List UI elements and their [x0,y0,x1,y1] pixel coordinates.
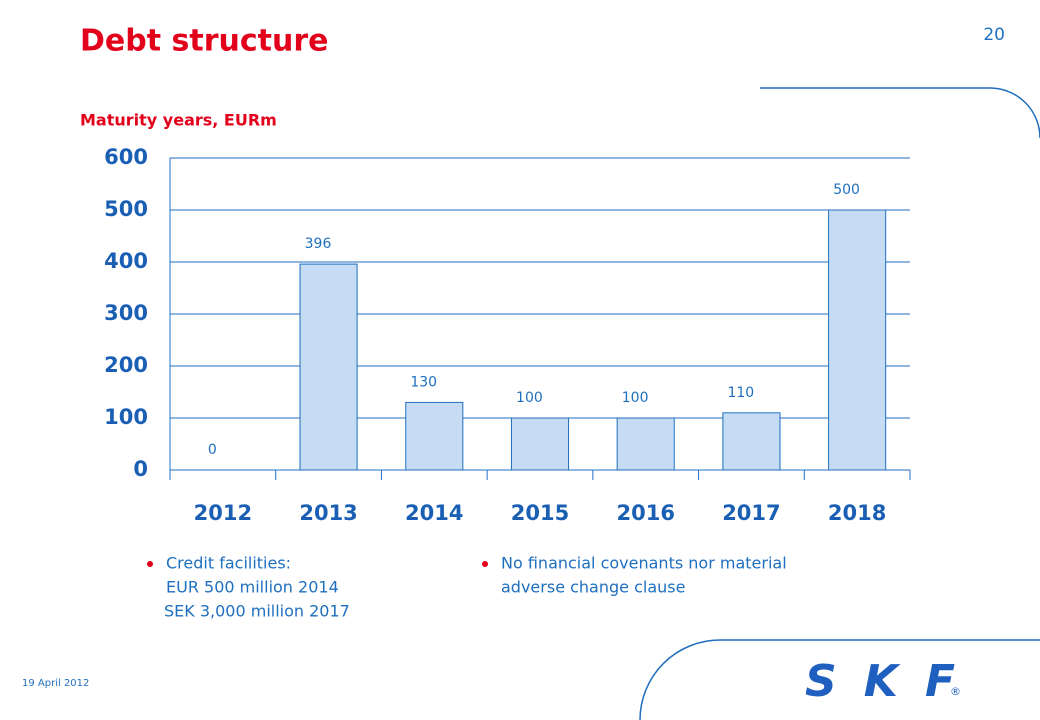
value-label: 100 [516,390,543,406]
bullet-text: SEK 3,000 million 2017 [164,602,350,621]
bullet-dot [147,561,153,567]
value-label: 100 [622,390,649,406]
decor-arc [760,87,1040,139]
value-label: 396 [305,236,332,252]
decor-arc [639,639,1040,720]
y-tick-label: 200 [104,353,148,377]
x-tick-label: 2016 [616,501,674,525]
x-tick-label: 2017 [722,501,780,525]
bullet-text: No financial covenants nor material [501,554,787,573]
page-number: 20 [983,25,1005,45]
x-tick-label: 2014 [405,501,463,525]
value-label: 110 [727,385,754,401]
bullet-text: EUR 500 million 2014 [166,578,339,597]
value-label: 500 [833,182,860,198]
y-tick-label: 100 [104,405,148,429]
date: 19 April 2012 [22,678,89,689]
y-tick-label: 300 [104,301,148,325]
slide-title: Debt structure [80,24,328,59]
logo-mark: ® [950,685,961,698]
bar [828,209,887,471]
x-tick-label: 2018 [828,501,886,525]
x-tick-label: 2015 [511,501,569,525]
bullet-text: Credit facilities: [166,554,291,573]
logo: SKF [805,656,955,707]
bar [616,417,675,471]
value-label: 130 [410,374,437,390]
chart-title: Maturity years, EURm [80,111,277,130]
x-tick-label: 2012 [194,501,252,525]
bar [299,263,358,471]
bullet-dot [482,561,488,567]
bar [405,401,464,471]
bar [510,417,570,471]
x-tick-label: 2013 [299,501,357,525]
value-label: 0 [208,442,217,458]
bullet-text: adverse change clause [501,578,685,597]
y-tick-label: 400 [104,249,148,273]
y-tick-label: 0 [133,457,148,481]
y-tick-label: 600 [104,145,148,169]
y-tick-label: 500 [104,197,148,221]
bar [722,412,781,471]
